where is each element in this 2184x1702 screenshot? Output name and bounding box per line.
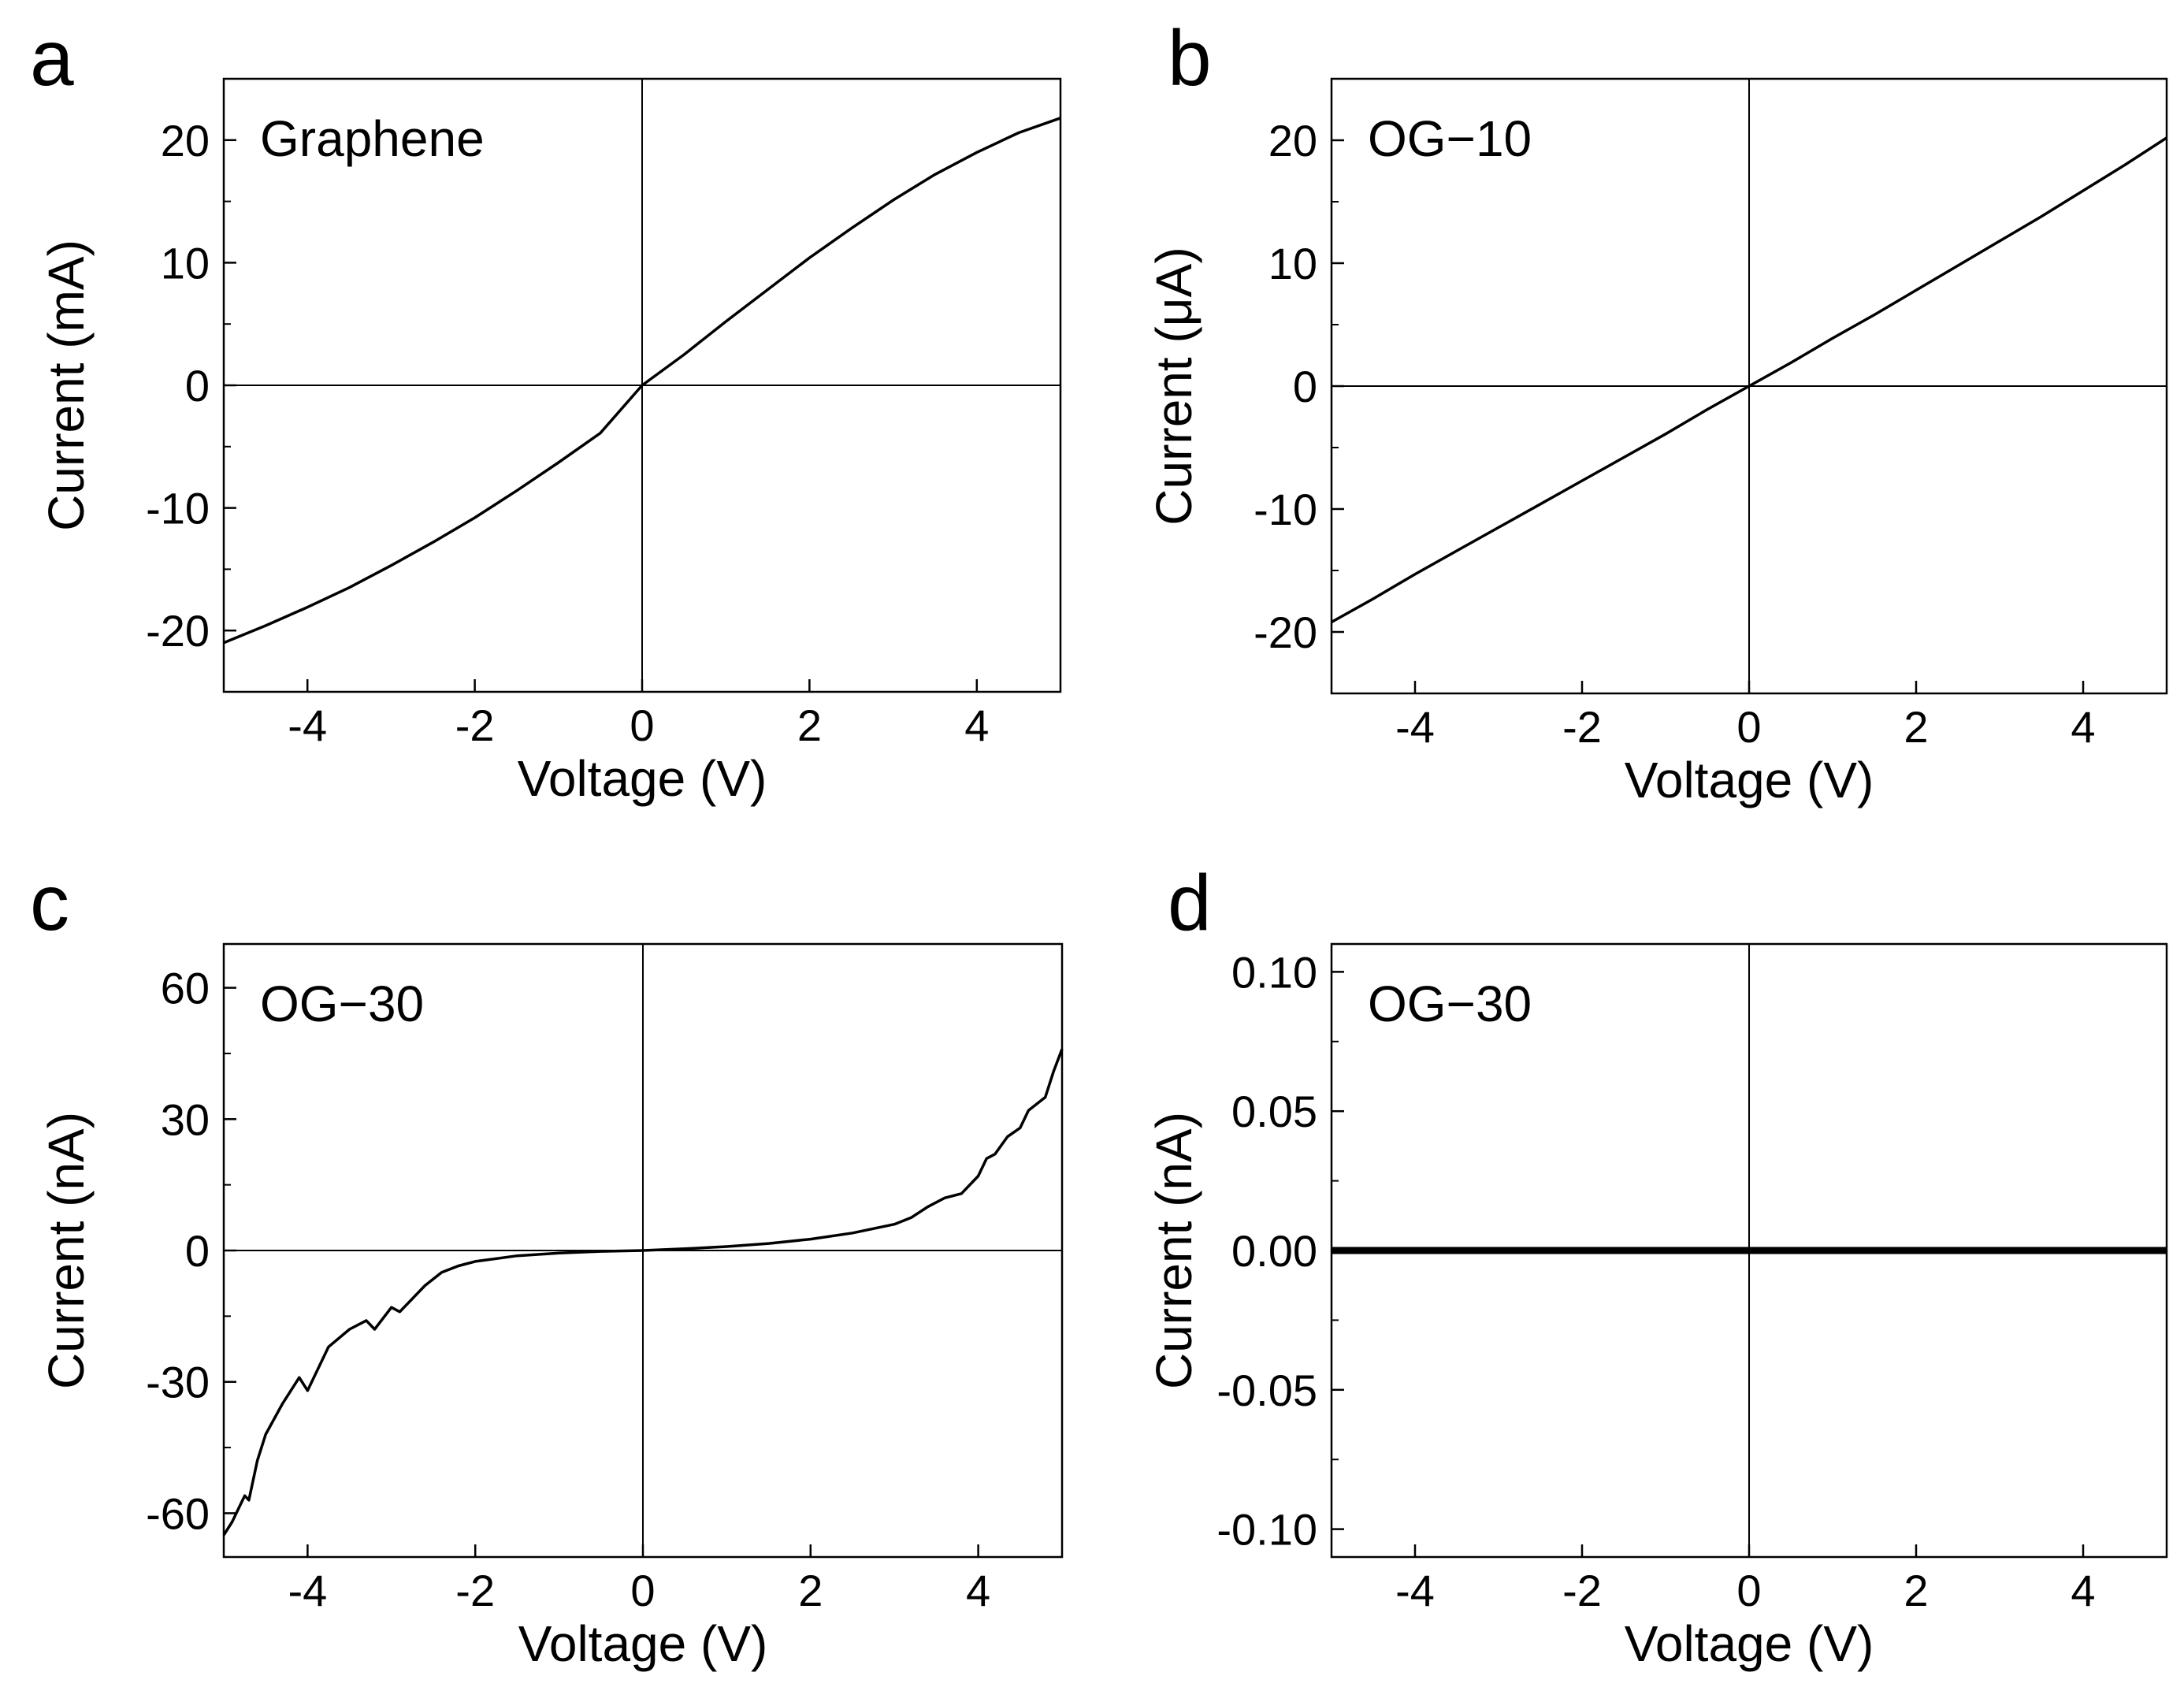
y-tick-label: -10 xyxy=(1254,485,1317,534)
series-annotation: OG−30 xyxy=(1368,975,1532,1032)
panel-label-c: c xyxy=(30,859,69,947)
x-tick-label: 4 xyxy=(966,1566,990,1615)
series-annotation: OG−10 xyxy=(1368,110,1532,167)
y-tick-label: -0.10 xyxy=(1216,1505,1317,1555)
x-axis-title: Voltage (V) xyxy=(1625,752,1874,808)
panel-label-a: a xyxy=(30,14,74,102)
y-axis-title: Current (nA) xyxy=(1146,1112,1202,1389)
x-tick-label: 2 xyxy=(1904,702,1928,752)
data-line xyxy=(222,1048,1064,1537)
panel-d: d -4 -2 0 2 4 -0.10 -0.05 0.00 0.05 0.10 Voltage (… xyxy=(1146,859,2168,1672)
x-tick-label: 0 xyxy=(1736,1566,1761,1615)
y-axis-title: Current (μA) xyxy=(1146,247,1202,525)
x-tick-label: -4 xyxy=(1395,702,1435,752)
y-tick-label: 0.05 xyxy=(1231,1087,1317,1136)
y-tick-label: -20 xyxy=(146,606,210,656)
x-tick-label: 0 xyxy=(1736,702,1761,752)
x-tick-label: -4 xyxy=(288,1566,328,1615)
x-axis-title: Voltage (V) xyxy=(1625,1615,1874,1672)
x-tick-label: 0 xyxy=(630,1566,655,1615)
x-tick-label: 2 xyxy=(1904,1566,1928,1615)
x-tick-label: -4 xyxy=(288,700,327,750)
y-tick-label: -10 xyxy=(146,484,210,533)
y-tick-label: 0 xyxy=(185,361,210,411)
y-tick-label: 10 xyxy=(161,238,210,288)
y-axis-title: Current (mA) xyxy=(38,240,95,531)
x-tick-label: -4 xyxy=(1395,1566,1435,1615)
x-tick-label: 2 xyxy=(797,700,822,750)
y-tick-label: 20 xyxy=(1268,116,1317,165)
y-tick-label: 0 xyxy=(1293,362,1317,411)
panel-label-b: b xyxy=(1168,14,1212,102)
y-tick-label: 30 xyxy=(161,1094,210,1144)
x-tick-label: -2 xyxy=(455,1566,495,1615)
data-line xyxy=(1331,136,2167,624)
panel-label-d: d xyxy=(1168,859,1212,947)
y-tick-label: -0.05 xyxy=(1216,1366,1317,1415)
y-tick-label: 10 xyxy=(1268,239,1317,288)
x-tick-label: -2 xyxy=(455,700,495,750)
x-tick-label: 2 xyxy=(798,1566,823,1615)
x-tick-label: 4 xyxy=(2071,1566,2095,1615)
x-axis-title: Voltage (V) xyxy=(518,750,767,807)
data-line xyxy=(223,117,1061,645)
x-tick-label: 4 xyxy=(964,700,989,750)
y-axis-title: Current (nA) xyxy=(38,1112,95,1389)
y-tick-label: 60 xyxy=(161,964,210,1013)
y-tick-label: 0 xyxy=(185,1226,210,1276)
x-tick-label: 0 xyxy=(630,700,654,750)
x-tick-label: 4 xyxy=(2071,702,2095,752)
series-annotation: Graphene xyxy=(260,110,485,167)
x-tick-label: -2 xyxy=(1562,1566,1602,1615)
y-tick-label: -20 xyxy=(1254,608,1317,657)
y-tick-label: 0.00 xyxy=(1231,1226,1317,1276)
panel-c: c -4 -2 0 2 4 -60 -30 0 30 60 Voltage (V) Current (… xyxy=(30,859,1064,1672)
y-tick-label: -30 xyxy=(146,1358,210,1407)
x-axis-title: Voltage (V) xyxy=(518,1615,768,1672)
series-annotation: OG−30 xyxy=(260,975,424,1032)
y-tick-label: 20 xyxy=(161,116,210,165)
y-tick-label: 0.10 xyxy=(1231,947,1317,997)
x-tick-label: -2 xyxy=(1562,702,1602,752)
y-tick-label: -60 xyxy=(146,1488,210,1538)
